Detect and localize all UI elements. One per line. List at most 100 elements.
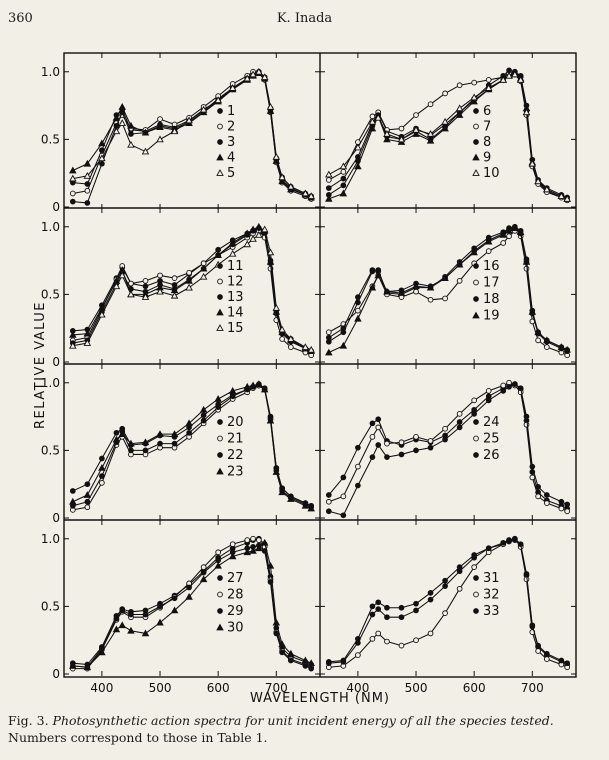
y-tick-label: 0.5 — [41, 132, 60, 146]
data-point — [185, 592, 193, 600]
data-point — [412, 130, 420, 137]
data-point — [200, 569, 207, 576]
y-tick-label: 0 — [52, 511, 60, 525]
data-point — [157, 440, 163, 447]
data-point — [442, 90, 448, 97]
data-point — [398, 451, 405, 458]
data-point — [84, 200, 91, 206]
series-line-27 — [72, 538, 312, 666]
x-tick-label: 600 — [207, 681, 230, 695]
data-point — [369, 611, 376, 618]
legend-label-28: 28 — [227, 588, 244, 603]
data-point — [383, 287, 391, 295]
data-point — [543, 656, 550, 662]
data-point — [398, 439, 405, 446]
data-point — [186, 584, 192, 591]
data-point — [456, 568, 463, 575]
data-point — [141, 147, 150, 155]
legend-label-14: 14 — [227, 306, 244, 321]
data-point — [279, 336, 285, 342]
x-tick-label: 400 — [346, 681, 369, 695]
data-point — [216, 308, 224, 316]
data-point — [325, 334, 332, 341]
data-point — [383, 135, 391, 143]
data-point — [375, 630, 382, 637]
data-point — [83, 171, 92, 179]
data-point — [473, 279, 479, 286]
data-point — [564, 508, 571, 515]
data-point — [127, 290, 135, 298]
data-point — [442, 295, 448, 302]
data-point — [472, 311, 480, 319]
data-point — [249, 225, 257, 233]
data-point — [217, 278, 223, 285]
data-point — [522, 257, 531, 265]
data-point — [427, 101, 434, 108]
data-point — [243, 382, 251, 390]
data-point — [287, 657, 294, 664]
data-point — [217, 263, 223, 269]
data-point — [128, 447, 134, 454]
data-point — [83, 491, 92, 498]
data-point — [83, 663, 92, 671]
data-point — [340, 168, 347, 175]
data-point — [118, 430, 126, 438]
data-point — [255, 544, 263, 552]
data-point — [563, 194, 571, 202]
data-point — [505, 226, 513, 234]
data-point — [156, 430, 164, 438]
page-number: 360 — [8, 11, 33, 26]
legend-label-5: 5 — [227, 166, 235, 181]
data-point — [442, 425, 448, 432]
legend-label-9: 9 — [483, 151, 491, 166]
data-point — [426, 283, 435, 291]
data-point — [512, 381, 518, 387]
data-point — [118, 621, 126, 629]
legend-label-11: 11 — [227, 259, 244, 274]
data-point — [442, 583, 448, 589]
data-point — [413, 637, 419, 644]
data-point — [529, 463, 536, 470]
data-point — [355, 652, 361, 658]
data-point — [543, 650, 550, 657]
data-point — [340, 175, 347, 182]
data-point — [99, 473, 105, 479]
data-point — [272, 153, 281, 160]
data-point — [266, 248, 275, 256]
data-point — [266, 416, 275, 424]
data-point — [369, 434, 376, 440]
data-point — [427, 596, 434, 603]
data-point — [287, 344, 294, 350]
data-point — [470, 97, 478, 105]
data-point — [558, 657, 565, 664]
data-point — [516, 75, 525, 83]
data-point — [308, 665, 315, 672]
series-line-10 — [328, 73, 568, 200]
data-point — [217, 123, 223, 130]
data-point — [214, 251, 222, 259]
data-point — [471, 397, 478, 404]
data-point — [340, 658, 347, 665]
data-point — [499, 75, 507, 83]
data-point — [354, 143, 362, 151]
data-point — [112, 113, 121, 121]
data-point — [255, 230, 263, 238]
data-point — [535, 648, 541, 654]
data-point — [383, 130, 391, 137]
data-point — [287, 649, 295, 657]
data-point — [384, 614, 390, 621]
data-point — [255, 67, 263, 75]
data-point — [340, 512, 347, 519]
data-point — [170, 606, 179, 614]
data-point — [157, 603, 163, 610]
data-point — [384, 440, 390, 447]
data-point — [186, 429, 192, 436]
data-point — [307, 345, 315, 353]
data-point — [543, 500, 550, 506]
legend-label-4: 4 — [227, 151, 235, 166]
data-point — [325, 492, 332, 498]
data-point — [325, 660, 332, 667]
data-point — [427, 296, 434, 303]
data-point — [287, 182, 295, 190]
legend-label-21: 21 — [227, 432, 244, 447]
